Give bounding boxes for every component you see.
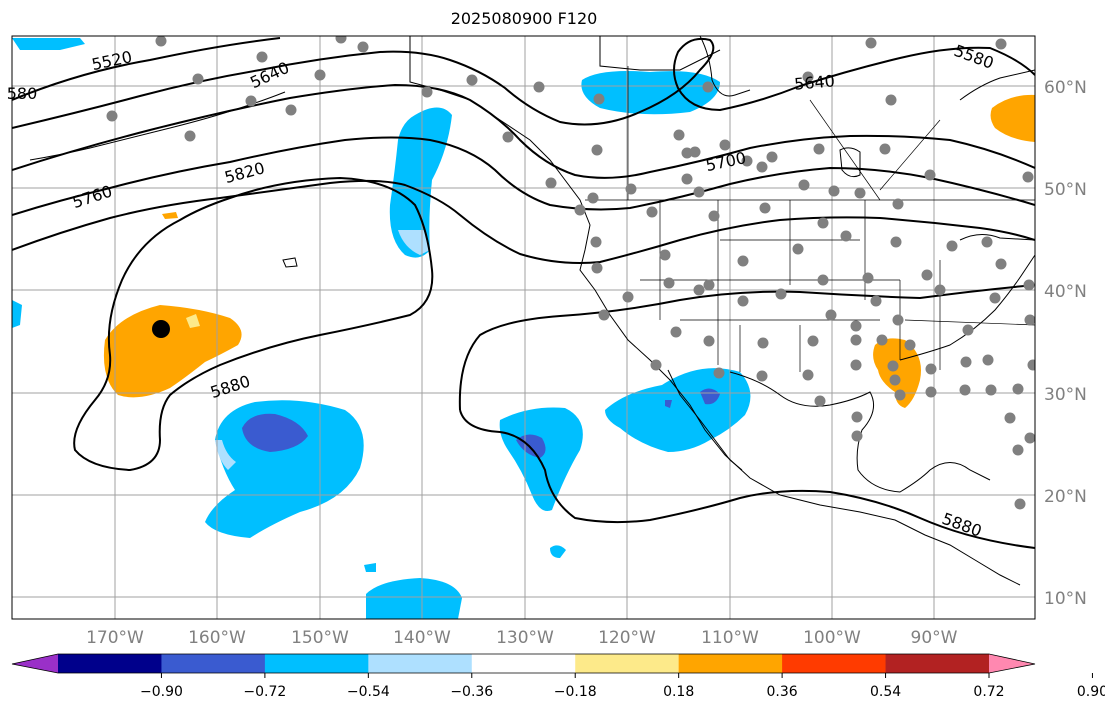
lat-label: 10°N <box>1044 589 1087 609</box>
lat-label: 40°N <box>1044 282 1087 302</box>
lon-label: 130°W <box>496 628 554 648</box>
lat-label: 60°N <box>1044 78 1087 98</box>
colorbar-segment <box>471 654 576 673</box>
plot-border <box>11 35 1036 620</box>
colorbar-tick-label: −0.36 <box>450 684 493 700</box>
negative-anomaly-region <box>12 300 22 328</box>
colorbar: −0.90 −0.72 −0.54 −0.36 −0.18 0.18 0.36 0.54 0.7… <box>11 653 1105 700</box>
height-contours <box>12 37 1035 549</box>
lon-label: 90°W <box>911 628 958 648</box>
strong-negative-region <box>242 413 308 452</box>
light-negative-region <box>215 440 236 470</box>
contour-label: 580 <box>7 84 38 103</box>
colorbar-tick-label: −0.90 <box>140 684 183 700</box>
contour-label: 5640 <box>793 71 835 93</box>
colorbar-tick-label: −0.18 <box>554 684 597 700</box>
lat-label: 50°N <box>1044 180 1087 200</box>
negative-anomaly-region <box>389 107 452 258</box>
strong-negative-region <box>665 400 672 408</box>
negative-anomaly-region <box>550 545 566 558</box>
negative-anomaly-region <box>366 578 462 619</box>
colorbar-extend-right <box>989 654 1035 673</box>
anomaly-shading <box>12 38 1035 619</box>
colorbar-tick-label: 0.90 <box>1077 684 1105 700</box>
lon-label: 100°W <box>803 628 861 648</box>
lon-label: 120°W <box>598 628 656 648</box>
colorbar-segment <box>161 654 266 673</box>
colorbar-segment <box>264 654 369 673</box>
highlight-marker <box>152 320 170 338</box>
contour-labels: 5520 5640 5640 5580 5700 5760 5820 5880 … <box>7 41 997 541</box>
lon-label: 140°W <box>393 628 451 648</box>
lat-label: 20°N <box>1044 487 1087 507</box>
colorbar-segment <box>885 654 990 673</box>
positive-fringe-region <box>186 314 200 328</box>
lon-label: 110°W <box>701 628 759 648</box>
colorbar-tick-label: 0.72 <box>973 684 1004 700</box>
negative-anomaly-region <box>364 563 376 572</box>
lon-label: 150°W <box>291 628 349 648</box>
lon-label: 170°W <box>86 628 144 648</box>
latitude-labels: 60°N 50°N 40°N 30°N 20°N 10°N <box>1044 78 1087 609</box>
colorbar-segment <box>575 654 680 673</box>
graticule <box>12 36 1035 619</box>
political-borders <box>585 66 1035 372</box>
positive-anomaly-region <box>103 305 242 398</box>
colorbar-tick-label: 0.54 <box>870 684 901 700</box>
colorbar-tick-label: 0.18 <box>663 684 694 700</box>
colorbar-segment <box>678 654 783 673</box>
colorbar-segment <box>782 654 887 673</box>
negative-anomaly-region <box>581 71 720 115</box>
positive-anomaly-region <box>162 212 178 219</box>
negative-anomaly-region <box>605 368 751 452</box>
colorbar-tick-label: −0.72 <box>243 684 286 700</box>
positive-anomaly-region <box>990 94 1035 142</box>
lat-label: 30°N <box>1044 385 1087 405</box>
colorbar-tick-label: 0.36 <box>767 684 798 700</box>
map-title: 2025080900 F120 <box>450 9 598 28</box>
negative-anomaly-region <box>499 407 583 511</box>
colorbar-segment <box>58 654 162 673</box>
colorbar-extend-left <box>12 654 58 673</box>
longitude-labels: 170°W 160°W 150°W 140°W 130°W 120°W 110°… <box>86 628 958 648</box>
strong-negative-region <box>700 388 720 405</box>
negative-anomaly-region <box>12 38 85 50</box>
colorbar-segment <box>368 654 473 673</box>
positive-anomaly-region <box>873 338 921 408</box>
observation-stations <box>106 36 1035 510</box>
lon-label: 160°W <box>188 628 246 648</box>
colorbar-tick-label: −0.54 <box>347 684 390 700</box>
